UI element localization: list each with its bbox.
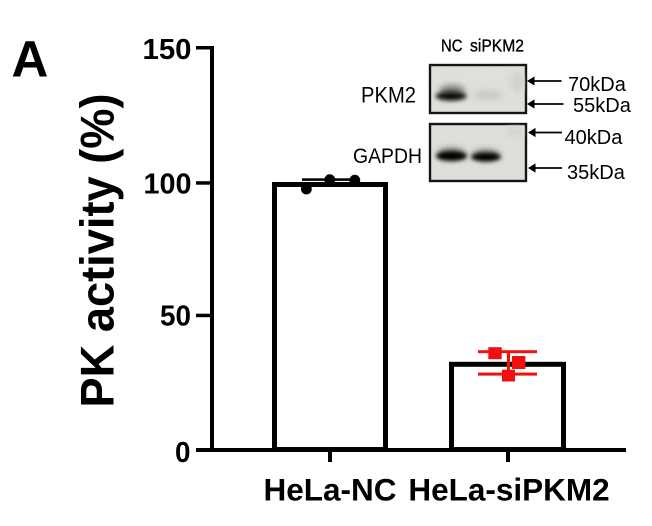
svg-text:siPKM2: siPKM2	[470, 36, 524, 56]
svg-text:70kDa: 70kDa	[568, 74, 627, 96]
svg-text:150: 150	[143, 34, 192, 66]
svg-text:A: A	[12, 31, 49, 88]
svg-text:HeLa-siPKM2: HeLa-siPKM2	[408, 471, 609, 507]
svg-text:55kDa: 55kDa	[573, 95, 632, 117]
svg-text:NC: NC	[441, 36, 463, 56]
svg-text:40kDa: 40kDa	[565, 127, 624, 149]
svg-text:PKM2: PKM2	[361, 83, 416, 108]
svg-text:0: 0	[175, 437, 191, 469]
svg-text:35kDa: 35kDa	[567, 162, 626, 184]
svg-text:50: 50	[160, 301, 191, 333]
svg-text:PK activity (%): PK activity (%)	[71, 94, 124, 408]
svg-text:HeLa-NC: HeLa-NC	[263, 471, 396, 507]
svg-text:100: 100	[144, 168, 192, 200]
svg-text:GAPDH: GAPDH	[353, 144, 422, 168]
